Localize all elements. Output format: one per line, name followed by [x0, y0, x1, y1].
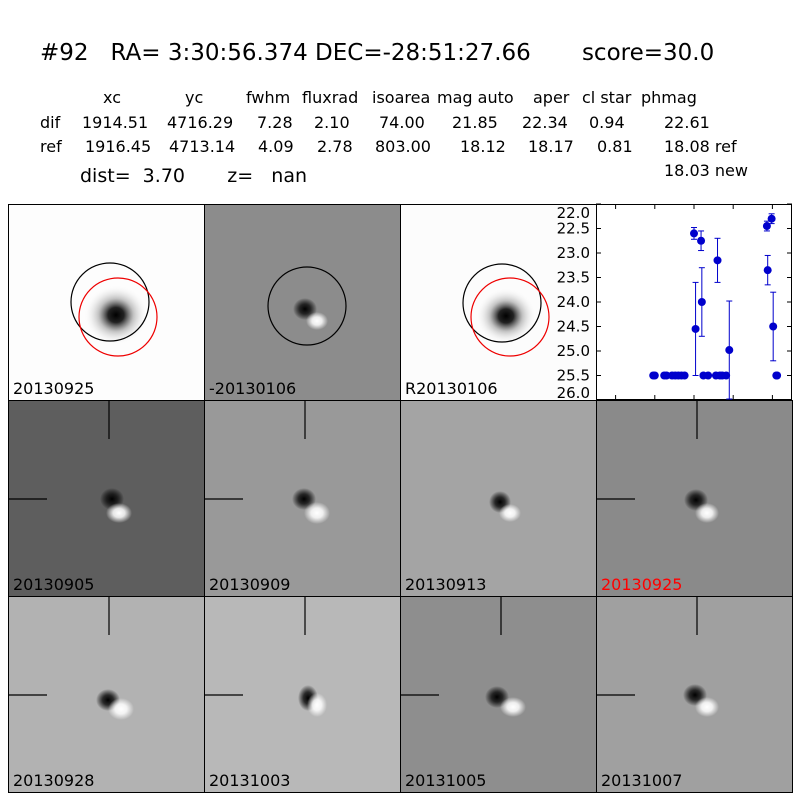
- data-point: [680, 371, 689, 380]
- y-tick-label: 24.5: [557, 318, 590, 336]
- ref-fluxrad: 2.78: [317, 137, 353, 156]
- new-phmag: 18.03 new: [664, 161, 748, 180]
- stamp-epoch: 20131005: [400, 596, 597, 793]
- ref-phmag: 18.08 ref: [664, 137, 737, 156]
- y-tick-label: 25.5: [557, 367, 590, 385]
- col-header-phmag: phmag: [641, 88, 697, 107]
- y-tick-label: 26.0: [557, 384, 590, 402]
- stamp-reference: R20130106: [400, 204, 597, 401]
- aperture-circle-red: [78, 277, 158, 357]
- aperture-circle-black: [70, 262, 150, 342]
- ref-isoarea: 803.00: [375, 137, 431, 156]
- data-point: [773, 371, 782, 380]
- col-header-aper: aper: [533, 88, 570, 107]
- light-curve-plot: 22.022.523.023.524.024.525.025.526.0-100…: [557, 203, 792, 415]
- data-point: [722, 371, 731, 380]
- stamp-epoch: 20131007: [596, 596, 793, 793]
- data-point: [691, 324, 700, 333]
- data-point: [662, 371, 671, 380]
- stamp-label: R20130106: [405, 379, 498, 398]
- dif-aper: 22.34: [522, 113, 568, 132]
- ref-fwhm: 4.09: [258, 137, 294, 156]
- stamp-label: 20130913: [405, 575, 487, 594]
- y-tick-label: 23.5: [557, 269, 590, 287]
- dif-yc: 4716.29: [167, 113, 234, 132]
- aperture-circle-black: [462, 263, 542, 343]
- ref-cl-star: 0.81: [597, 137, 633, 156]
- row-name-dif: dif: [40, 113, 61, 132]
- stamp-label: 20130925: [13, 379, 95, 398]
- col-header-mag-auto: mag auto: [437, 88, 514, 107]
- row-name-ref: ref: [40, 137, 62, 156]
- stamp-label: 20130905: [13, 575, 95, 594]
- dif-cl-star: 0.94: [589, 113, 625, 132]
- col-header-fluxrad: fluxrad: [302, 88, 359, 107]
- stamp-epoch: 20130905: [8, 400, 205, 597]
- ref-yc: 4713.14: [169, 137, 236, 156]
- stamp-label: 20130909: [209, 575, 291, 594]
- stamp-epoch: 20130909: [204, 400, 401, 597]
- aperture-circle-red: [470, 277, 550, 357]
- y-tick-label: 22.0: [557, 204, 590, 222]
- ref-xc: 1916.45: [85, 137, 152, 156]
- data-point: [769, 322, 778, 331]
- stamp-label: 20131003: [209, 771, 291, 790]
- y-tick-label: 23.0: [557, 244, 590, 262]
- data-point: [697, 236, 706, 245]
- stamp-epoch: 20131003: [204, 596, 401, 793]
- stamp-label: 20131005: [405, 771, 487, 790]
- dif-fwhm: 7.28: [257, 113, 293, 132]
- ref-aper: 18.17: [528, 137, 574, 156]
- dif-phmag: 22.61: [664, 113, 710, 132]
- stamp-epoch: 20130928: [8, 596, 205, 793]
- stamp-difference: -20130106: [204, 204, 401, 401]
- stamp-label: 20130925: [601, 575, 683, 594]
- col-header-xc: xc: [103, 88, 121, 107]
- y-tick-label: 24.0: [557, 293, 590, 311]
- stamp-search: 20130925: [8, 204, 205, 401]
- stamp-label: 20131007: [601, 771, 683, 790]
- data-point: [763, 266, 772, 275]
- col-header-cl-star: cl star: [582, 88, 632, 107]
- dif-xc: 1914.51: [82, 113, 149, 132]
- stamp-epoch: 20130913: [400, 400, 597, 597]
- data-point: [713, 256, 722, 265]
- y-tick-label: 22.5: [557, 220, 590, 238]
- aperture-circle-black: [267, 266, 347, 346]
- data-point: [697, 298, 706, 306]
- dif-isoarea: 74.00: [379, 113, 425, 132]
- data-point: [767, 214, 776, 223]
- col-header-fwhm: fwhm: [246, 88, 291, 107]
- ref-mag-auto: 18.12: [460, 137, 506, 156]
- y-tick-label: 25.0: [557, 342, 590, 360]
- stamp-label: -20130106: [209, 379, 297, 398]
- dif-mag-auto: 21.85: [452, 113, 498, 132]
- col-header-isoarea: isoarea: [372, 88, 431, 107]
- data-point: [690, 229, 698, 238]
- dif-fluxrad: 2.10: [314, 113, 350, 132]
- page-title: #92 RA= 3:30:56.374 DEC=-28:51:27.66 sco…: [40, 40, 715, 66]
- data-point: [650, 371, 659, 380]
- col-header-yc: yc: [185, 88, 204, 107]
- data-point: [725, 346, 734, 355]
- dist-readout: dist= 3.70 z= nan: [80, 165, 308, 187]
- data-point: [704, 371, 713, 380]
- stamp-epoch-current: 20130925: [596, 400, 793, 597]
- stamp-label: 20130928: [13, 771, 95, 790]
